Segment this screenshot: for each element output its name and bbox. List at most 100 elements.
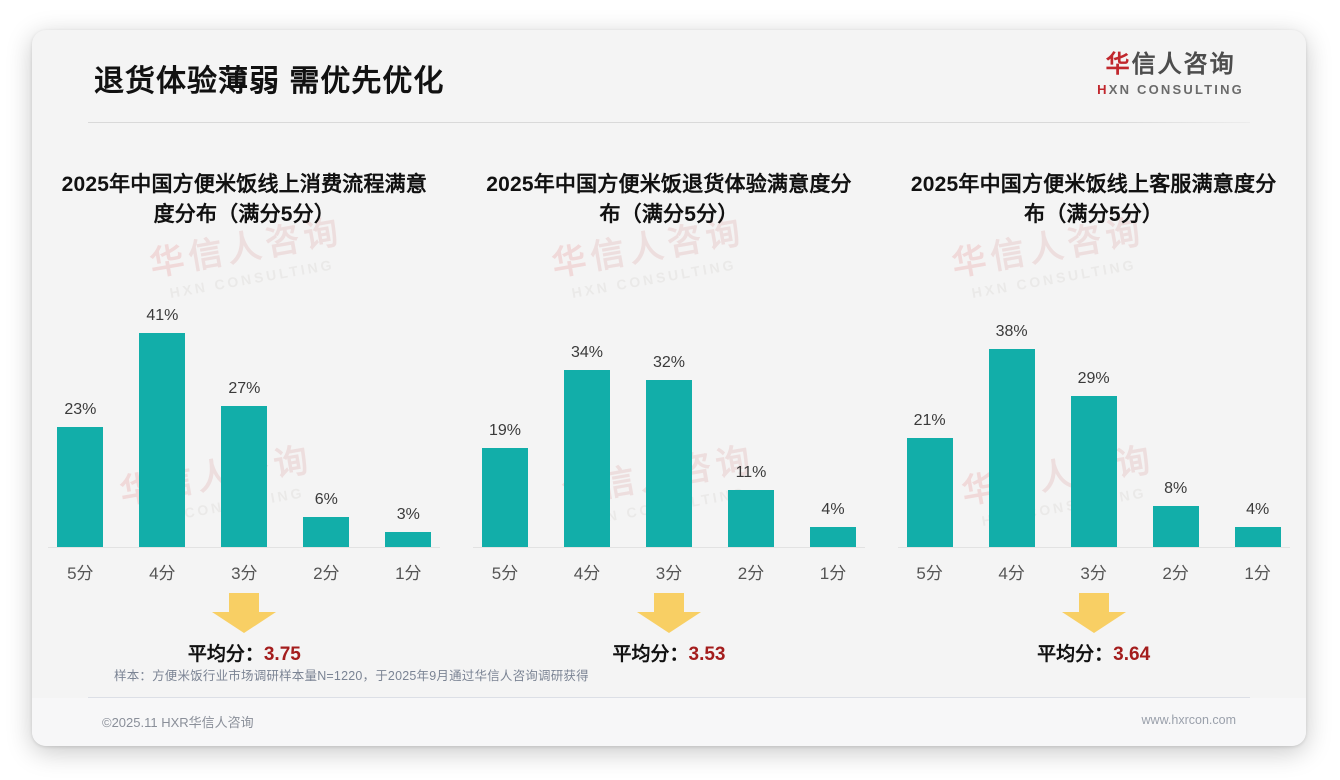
bar bbox=[481, 448, 528, 548]
bar-plot: 21% 38% 29% 8% 4% bbox=[881, 286, 1306, 548]
bar bbox=[385, 532, 432, 548]
x-axis-labels: 5分 4分 3分 2分 1分 bbox=[474, 559, 864, 584]
brand-name-cn: 华信人咨询 bbox=[1097, 44, 1244, 79]
sample-footnote: 样本：方便米饭行业市场调研样本量N=1220，于2025年9月通过华信人咨询调研… bbox=[114, 669, 589, 683]
bar-value-label: 3% bbox=[396, 506, 420, 524]
brand-logo: 华信人咨询 HXN CONSULTING bbox=[1097, 44, 1244, 97]
average-score: 平均分：3.64 bbox=[881, 639, 1306, 666]
chart-column-2: 2025年中国方便米饭退货体验满意度分布（满分5分） 19% 34% 32% 11% 4… bbox=[457, 134, 882, 666]
bar-slot: 34% bbox=[556, 286, 618, 548]
bar-slot: 21% bbox=[899, 286, 961, 548]
x-axis-tick-label: 2分 bbox=[1162, 564, 1189, 583]
chart-title: 2025年中国方便米饭线上消费流程满意度分布（满分5分） bbox=[61, 173, 428, 226]
average-block: 平均分：3.53 bbox=[457, 593, 882, 666]
x-axis-tick-label: 5分 bbox=[916, 564, 943, 583]
bar-value-label: 41% bbox=[146, 306, 179, 324]
bar-plot: 19% 34% 32% 11% 4% bbox=[457, 286, 882, 548]
average-block: 平均分：3.75 bbox=[32, 593, 457, 666]
x-axis-tick-label: 3分 bbox=[1080, 564, 1107, 583]
x-axis-line bbox=[472, 547, 865, 548]
average-value: 3.75 bbox=[263, 644, 301, 665]
arrow-down-icon bbox=[636, 593, 701, 633]
bar bbox=[809, 527, 856, 548]
bar bbox=[1152, 506, 1199, 548]
average-label: 平均分： bbox=[612, 644, 689, 665]
bar bbox=[1234, 527, 1281, 548]
x-axis-tick-label: 3分 bbox=[655, 564, 683, 583]
x-axis-tick-label: 2分 bbox=[737, 564, 765, 583]
page-title: 退货体验薄弱 需优先优化 bbox=[94, 65, 445, 98]
bar-value-label: 11% bbox=[735, 464, 767, 482]
bar-slot: 38% bbox=[981, 286, 1043, 548]
brand-en-first-char: H bbox=[1097, 82, 1109, 97]
brand-name-en: HXN CONSULTING bbox=[1097, 82, 1244, 97]
copyright-text: ©2025.11 HXR华信人咨询 bbox=[102, 715, 254, 730]
bar-group: 19% 34% 32% 11% 4% bbox=[474, 286, 864, 548]
bar-plot: 23% 41% 27% 6% 3% bbox=[32, 286, 457, 548]
header-divider bbox=[88, 122, 1250, 123]
bar-slot: 4% bbox=[1227, 286, 1289, 548]
average-score: 平均分：3.53 bbox=[457, 639, 882, 666]
average-label: 平均分： bbox=[187, 644, 264, 665]
bar bbox=[563, 369, 610, 548]
x-axis-tick-label: 5分 bbox=[67, 564, 94, 583]
slide-header: 退货体验薄弱 需优先优化 华信人咨询 HXN CONSULTING bbox=[32, 30, 1306, 122]
bar-slot: 27% bbox=[213, 286, 275, 548]
bar-slot: 6% bbox=[295, 286, 357, 548]
average-block: 平均分：3.64 bbox=[881, 593, 1306, 666]
bar-slot: 23% bbox=[49, 286, 111, 548]
bar bbox=[139, 332, 186, 548]
footer-divider bbox=[88, 697, 1250, 698]
bar-value-label: 38% bbox=[995, 322, 1028, 340]
bar bbox=[988, 348, 1035, 548]
x-axis-tick-label: 1分 bbox=[819, 564, 847, 583]
chart-column-1: 2025年中国方便米饭线上消费流程满意度分布（满分5分） 23% 41% 27% 6%… bbox=[32, 134, 457, 666]
bar-value-label: 34% bbox=[570, 343, 603, 361]
x-axis-labels: 5分 4分 3分 2分 1分 bbox=[899, 559, 1289, 584]
bar-value-label: 8% bbox=[1164, 480, 1188, 498]
bar-value-label: 4% bbox=[1246, 501, 1270, 519]
bar bbox=[727, 490, 774, 548]
slide-footer: ©2025.11 HXR华信人咨询 www.hxrcon.com bbox=[32, 698, 1306, 746]
bar-slot: 11% bbox=[720, 286, 782, 548]
bar-slot: 29% bbox=[1063, 286, 1125, 548]
chart-column-3: 2025年中国方便米饭线上客服满意度分布（满分5分） 21% 38% 29% 8% 4%… bbox=[881, 134, 1306, 666]
x-axis-line bbox=[897, 547, 1290, 548]
x-axis-tick-label: 4分 bbox=[573, 564, 601, 583]
arrow-down-icon bbox=[1061, 593, 1126, 633]
average-value: 3.53 bbox=[688, 644, 726, 665]
bar-value-label: 21% bbox=[913, 411, 946, 429]
bar-value-label: 4% bbox=[821, 501, 845, 519]
bar-value-label: 23% bbox=[64, 401, 97, 419]
bar bbox=[1070, 395, 1117, 548]
bar bbox=[57, 427, 104, 548]
bar-slot: 41% bbox=[131, 286, 193, 548]
bar-slot: 32% bbox=[638, 286, 700, 548]
x-axis-tick-label: 1分 bbox=[395, 564, 422, 583]
brand-en-rest: XN CONSULTING bbox=[1108, 82, 1244, 97]
x-axis-tick-label: 3分 bbox=[231, 564, 258, 583]
x-axis-labels: 5分 4分 3分 2分 1分 bbox=[49, 559, 439, 584]
bar-group: 21% 38% 29% 8% 4% bbox=[899, 286, 1289, 548]
arrow-down-icon bbox=[212, 593, 277, 633]
bar-value-label: 6% bbox=[314, 490, 338, 508]
average-label: 平均分： bbox=[1037, 644, 1114, 665]
chart-title: 2025年中国方便米饭退货体验满意度分布（满分5分） bbox=[486, 173, 852, 226]
brand-first-char: 华 bbox=[1105, 51, 1132, 78]
bar-value-label: 32% bbox=[652, 354, 685, 372]
average-value: 3.64 bbox=[1113, 644, 1151, 665]
bar bbox=[221, 406, 268, 548]
bar-slot: 19% bbox=[474, 286, 536, 548]
bar bbox=[303, 516, 350, 548]
x-axis-tick-label: 5分 bbox=[491, 564, 519, 583]
x-axis-tick-label: 4分 bbox=[998, 564, 1025, 583]
bar bbox=[906, 437, 953, 548]
charts-container: 2025年中国方便米饭线上消费流程满意度分布（满分5分） 23% 41% 27% 6%… bbox=[32, 134, 1306, 666]
bar-group: 23% 41% 27% 6% 3% bbox=[49, 286, 439, 548]
x-axis-line bbox=[48, 547, 441, 548]
average-score: 平均分：3.75 bbox=[32, 639, 457, 666]
x-axis-tick-label: 4分 bbox=[149, 564, 176, 583]
bar-value-label: 27% bbox=[228, 380, 261, 398]
x-axis-tick-label: 1分 bbox=[1244, 564, 1271, 583]
website-url[interactable]: www.hxrcon.com bbox=[1141, 713, 1236, 727]
